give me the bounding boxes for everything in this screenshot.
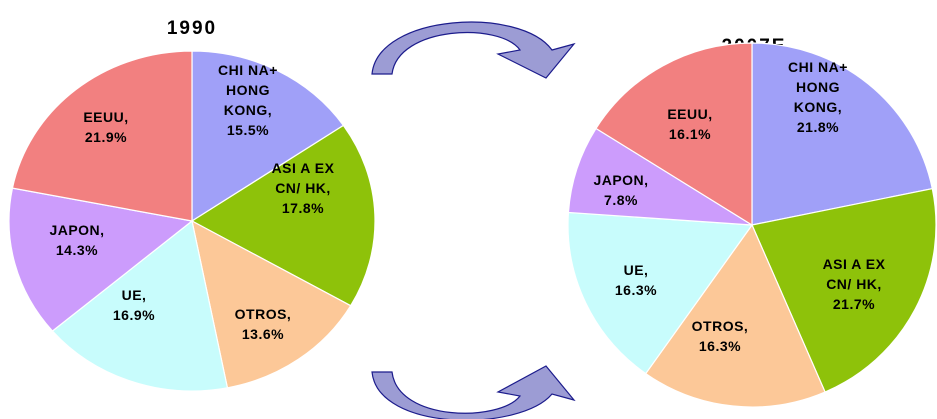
pie-slice-otros xyxy=(644,223,826,408)
transition-arrows xyxy=(371,21,576,419)
pie-chart-2007e: CHI NA+ HONG KONG, 21.8% ASI A EX CN/ HK, 21.7… xyxy=(567,42,937,408)
slice-label-ue: UE, 16.9% xyxy=(113,287,155,323)
slice-label-eeuu: EEUU, 16.1% xyxy=(667,106,712,142)
slice-label-china-hong-kong: CHI NA+ HONG KONG, 15.5% xyxy=(218,62,278,138)
arrow-top-icon xyxy=(371,21,576,79)
slice-label-japon: JAPON, 14.3% xyxy=(49,222,104,258)
pie-slice-ue xyxy=(51,219,229,392)
pie-slice-china-hong-kong xyxy=(751,42,933,226)
slice-label-asi-a-ex-cn-hk: ASI A EX CN/ HK, 17.8% xyxy=(272,160,335,216)
chart-title-1990: 1990 xyxy=(167,18,217,39)
arrow-bottom-icon xyxy=(371,365,576,419)
pie-chart-1990: CHI NA+ HONG KONG, 15.5% ASI A EX CN/ HK, 17.8… xyxy=(8,50,376,392)
pie-slice-ue xyxy=(567,211,754,375)
slice-label-asi-a-ex-cn-hk: ASI A EX CN/ HK, 21.7% xyxy=(823,256,886,312)
slice-label-china-hong-kong: CHI NA+ HONG KONG, 21.8% xyxy=(788,59,848,135)
pie-slice-otros xyxy=(191,219,352,389)
slice-label-otros: OTROS, 13.6% xyxy=(235,306,292,342)
slice-label-eeuu: EEUU, 21.9% xyxy=(83,109,128,145)
pie-slice-asi-a-ex-cn-hk xyxy=(190,124,376,307)
pie-slice-china-hong-kong xyxy=(191,50,345,223)
pie-slice-eeuu xyxy=(11,50,193,222)
pie-slice-eeuu xyxy=(595,42,753,227)
slice-label-ue: UE, 16.3% xyxy=(615,262,657,298)
pie-slice-japon xyxy=(8,187,194,332)
slice-label-otros: OTROS, 16.3% xyxy=(692,318,749,354)
pie-slice-asi-a-ex-cn-hk xyxy=(751,187,937,393)
slice-label-japon: JAPON, 7.8% xyxy=(593,172,648,208)
